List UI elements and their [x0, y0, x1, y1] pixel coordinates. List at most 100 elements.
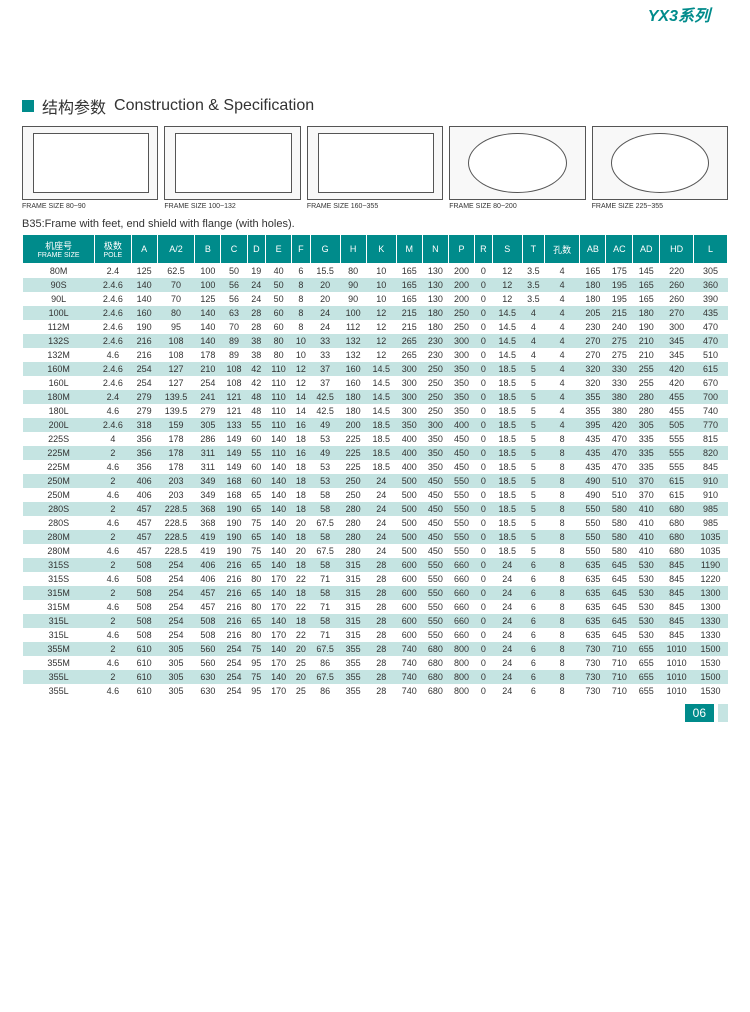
table-cell: 230 — [422, 348, 448, 362]
table-cell: 508 — [131, 558, 157, 572]
table-cell: 70 — [157, 278, 195, 292]
table-cell: 550 — [448, 488, 474, 502]
table-cell: 4 — [545, 404, 580, 418]
table-cell: 505 — [660, 418, 694, 432]
table-cell: 6 — [522, 558, 544, 572]
col-header: S — [492, 235, 522, 264]
col-header: T — [522, 235, 544, 264]
table-cell: 67.5 — [310, 670, 340, 684]
table-cell: 14 — [292, 390, 310, 404]
table-cell: 4 — [522, 306, 544, 320]
table-cell: 140 — [266, 530, 292, 544]
table-cell: 8 — [292, 278, 310, 292]
page-footer: 06 — [0, 698, 750, 736]
table-cell: 318 — [131, 418, 157, 432]
table-cell: 216 — [221, 628, 247, 642]
table-cell: 800 — [448, 656, 474, 670]
table-cell: 490 — [580, 488, 606, 502]
table-cell: 65 — [247, 502, 265, 516]
table-row: 200L2.4.631815930513355110164920018.5350… — [23, 418, 728, 432]
table-cell: 65 — [247, 530, 265, 544]
table-cell: 710 — [606, 684, 633, 698]
table-row: 132S2.4.62161081408938801033132122652303… — [23, 334, 728, 348]
table-cell: 6 — [522, 642, 544, 656]
table-cell: 18.5 — [492, 376, 522, 390]
table-cell: 38 — [247, 334, 265, 348]
table-cell: 845 — [660, 600, 694, 614]
table-cell: 75 — [247, 670, 265, 684]
table-cell: 60 — [247, 474, 265, 488]
table-cell: 130 — [422, 278, 448, 292]
table-cell: 108 — [157, 334, 195, 348]
table-cell: 550 — [422, 586, 448, 600]
table-cell: 160 — [131, 306, 157, 320]
table-cell: 20 — [292, 516, 310, 530]
table-cell: 400 — [396, 460, 422, 474]
table-cell: 730 — [580, 684, 606, 698]
table-cell: 380 — [606, 390, 633, 404]
table-cell: 250 — [422, 362, 448, 376]
table-cell: 28 — [366, 684, 396, 698]
table-cell: 130 — [422, 292, 448, 306]
table-cell: 140 — [266, 586, 292, 600]
table-cell: 356 — [131, 460, 157, 474]
table-cell: 42.5 — [310, 404, 340, 418]
table-cell: 490 — [580, 474, 606, 488]
table-cell: 8 — [545, 656, 580, 670]
table-cell: 6 — [522, 586, 544, 600]
table-cell: 800 — [448, 642, 474, 656]
diagram-label: FRAME SIZE 80~200 — [449, 203, 585, 210]
table-cell: 140 — [266, 460, 292, 474]
table-cell: 53 — [310, 432, 340, 446]
table-cell: 6 — [522, 656, 544, 670]
table-cell: 450 — [448, 446, 474, 460]
table-cell: 203 — [157, 474, 195, 488]
table-cell: 508 — [131, 572, 157, 586]
table-cell: 42.5 — [310, 390, 340, 404]
table-cell: 18.5 — [366, 432, 396, 446]
table-cell: 450 — [448, 460, 474, 474]
table-cell: 4 — [545, 264, 580, 279]
table-cell: 280S — [23, 516, 95, 530]
table-cell: 53 — [310, 474, 340, 488]
table-row: 100L2.4.61608014063286082410012215180250… — [23, 306, 728, 320]
table-cell: 508 — [195, 628, 221, 642]
table-cell: 10 — [292, 348, 310, 362]
table-cell: 2.4.6 — [95, 278, 131, 292]
table-cell: 390 — [694, 292, 728, 306]
table-cell: 420 — [660, 362, 694, 376]
table-cell: 550 — [448, 474, 474, 488]
table-cell: 28 — [366, 642, 396, 656]
table-cell: 80 — [247, 572, 265, 586]
table-cell: 600 — [396, 572, 422, 586]
table-cell: 110 — [266, 418, 292, 432]
table-cell: 315 — [340, 558, 366, 572]
table-cell: 315M — [23, 600, 95, 614]
table-cell: 5 — [522, 376, 544, 390]
col-header: C — [221, 235, 247, 264]
table-cell: 910 — [694, 474, 728, 488]
table-cell: 356 — [131, 432, 157, 446]
table-cell: 130 — [422, 264, 448, 279]
table-cell: 740 — [396, 670, 422, 684]
table-cell: 400 — [396, 432, 422, 446]
table-cell: 315 — [340, 586, 366, 600]
table-cell: 0 — [475, 376, 493, 390]
table-cell: 1010 — [660, 670, 694, 684]
table-cell: 160L — [23, 376, 95, 390]
table-cell: 203 — [157, 488, 195, 502]
table-cell: 350 — [448, 404, 474, 418]
table-cell: 600 — [396, 600, 422, 614]
table-cell: 4 — [545, 306, 580, 320]
table-cell: 660 — [448, 614, 474, 628]
table-cell: 2.4 — [95, 264, 131, 279]
table-cell: 18.5 — [492, 432, 522, 446]
table-cell: 140 — [266, 474, 292, 488]
table-cell: 18.5 — [492, 446, 522, 460]
table-cell: 350 — [422, 460, 448, 474]
table-cell: 1010 — [660, 656, 694, 670]
table-cell: 140 — [266, 642, 292, 656]
col-header: P — [448, 235, 474, 264]
table-cell: 355 — [340, 670, 366, 684]
table-cell: 140 — [266, 516, 292, 530]
